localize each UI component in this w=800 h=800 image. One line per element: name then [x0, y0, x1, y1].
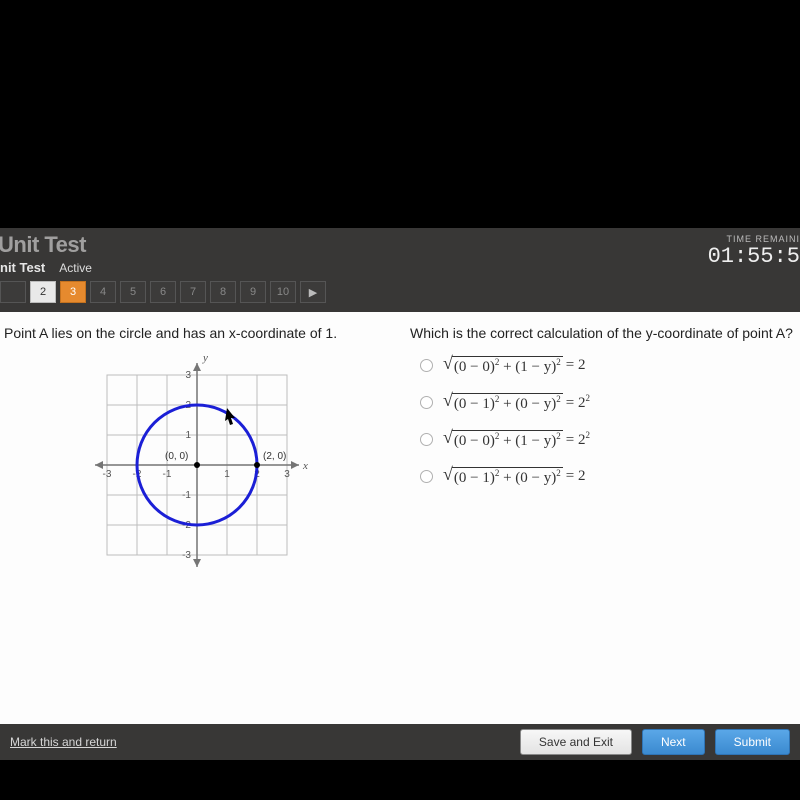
app-screen: Unit Test nit Test Active 2345678910▶ TI…	[0, 0, 800, 800]
mark-return-link[interactable]: Mark this and return	[10, 735, 117, 749]
options-list: √(0 − 0)2 + (1 − y)2 = 2 √(0 − 1)2 + (0 −…	[410, 356, 794, 486]
nav-question-5[interactable]: 5	[120, 281, 146, 303]
assessment-title: Unit Test	[0, 232, 792, 258]
answer-column: Which is the correct calculation of the …	[400, 312, 800, 724]
next-button[interactable]: Next	[642, 729, 705, 755]
radio-icon[interactable]	[420, 396, 433, 409]
option-math: √(0 − 1)2 + (0 − y)2 = 2	[443, 467, 585, 486]
timer-label: TIME REMAINI	[708, 234, 800, 244]
header-bar: Unit Test nit Test Active 2345678910▶ TI…	[0, 228, 800, 312]
nav-question-▶[interactable]: ▶	[300, 281, 326, 303]
nav-question-7[interactable]: 7	[180, 281, 206, 303]
assessment-status: Active	[59, 261, 92, 275]
question-stem: Point A lies on the circle and has an x-…	[0, 312, 400, 724]
svg-text:(0, 0): (0, 0)	[165, 451, 188, 462]
radio-icon[interactable]	[420, 470, 433, 483]
graph-container: -3-3-2-2-1-1112233xy(0, 0)(2, 0)	[4, 350, 390, 580]
svg-text:1: 1	[224, 469, 230, 480]
nav-question-blank[interactable]	[0, 281, 26, 303]
option-math: √(0 − 1)2 + (0 − y)2 = 22	[443, 393, 590, 412]
footer-bar: Mark this and return Save and Exit Next …	[0, 724, 800, 760]
save-exit-button[interactable]: Save and Exit	[520, 729, 632, 755]
radio-icon[interactable]	[420, 433, 433, 446]
svg-text:-1: -1	[163, 469, 172, 480]
timer-value: 01:55:5	[708, 244, 800, 269]
nav-question-10[interactable]: 10	[270, 281, 296, 303]
nav-question-3[interactable]: 3	[60, 281, 86, 303]
nav-question-6[interactable]: 6	[150, 281, 176, 303]
option-2[interactable]: √(0 − 1)2 + (0 − y)2 = 22	[420, 393, 794, 412]
submit-button[interactable]: Submit	[715, 729, 790, 755]
coordinate-graph: -3-3-2-2-1-1112233xy(0, 0)(2, 0)	[72, 350, 322, 580]
subheader: nit Test Active	[0, 260, 792, 275]
stem-text: Point A lies on the circle and has an x-…	[4, 324, 390, 344]
assessment-subtitle: nit Test	[0, 260, 45, 275]
timer: TIME REMAINI 01:55:5	[708, 234, 800, 269]
svg-text:1: 1	[185, 430, 191, 441]
option-math: √(0 − 0)2 + (1 − y)2 = 22	[443, 430, 590, 449]
nav-question-4[interactable]: 4	[90, 281, 116, 303]
nav-question-2[interactable]: 2	[30, 281, 56, 303]
svg-text:x: x	[302, 460, 308, 472]
question-prompt: Which is the correct calculation of the …	[410, 324, 794, 344]
svg-text:-3: -3	[103, 469, 112, 480]
svg-text:-3: -3	[182, 550, 191, 561]
option-1[interactable]: √(0 − 0)2 + (1 − y)2 = 2	[420, 356, 794, 375]
radio-icon[interactable]	[420, 359, 433, 372]
content-area: Point A lies on the circle and has an x-…	[0, 312, 800, 724]
nav-question-8[interactable]: 8	[210, 281, 236, 303]
svg-text:y: y	[202, 352, 208, 364]
option-3[interactable]: √(0 − 0)2 + (1 − y)2 = 22	[420, 430, 794, 449]
svg-text:3: 3	[284, 469, 290, 480]
question-nav: 2345678910▶	[0, 281, 792, 303]
svg-text:3: 3	[185, 370, 191, 381]
svg-text:(2, 0): (2, 0)	[263, 451, 286, 462]
svg-text:-1: -1	[182, 490, 191, 501]
option-math: √(0 − 0)2 + (1 − y)2 = 2	[443, 356, 585, 375]
nav-question-9[interactable]: 9	[240, 281, 266, 303]
option-4[interactable]: √(0 − 1)2 + (0 − y)2 = 2	[420, 467, 794, 486]
